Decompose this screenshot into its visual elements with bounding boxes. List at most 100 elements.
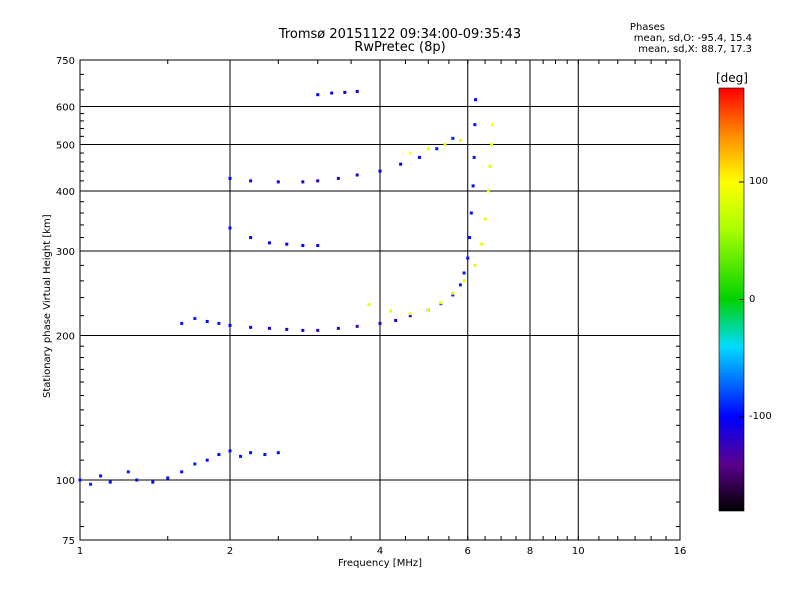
data-point	[180, 321, 184, 325]
data-point	[466, 256, 470, 260]
data-point	[443, 143, 447, 147]
data-point	[330, 91, 334, 95]
data-point	[490, 123, 494, 127]
data-point	[473, 263, 477, 267]
colorbar-tick-label: 0	[749, 293, 756, 305]
data-point	[276, 451, 280, 455]
data-point	[343, 90, 347, 94]
data-point	[378, 169, 382, 173]
data-point	[355, 89, 359, 93]
data-point	[316, 179, 320, 183]
data-point	[89, 482, 93, 486]
data-point	[473, 123, 477, 127]
data-point	[408, 314, 412, 318]
data-point	[336, 176, 340, 180]
data-point	[458, 283, 462, 287]
data-point	[458, 138, 462, 142]
data-point	[276, 180, 280, 184]
data-point	[316, 244, 320, 248]
data-point	[468, 236, 472, 240]
data-point	[389, 309, 393, 313]
data-point	[462, 279, 466, 283]
data-point	[417, 155, 421, 159]
data-point	[228, 449, 232, 453]
data-point	[267, 241, 271, 245]
data-point	[301, 180, 305, 184]
phases-x-stats: mean, sd,X: 88.7, 17.3	[638, 44, 752, 55]
data-point	[193, 317, 197, 321]
y-tick-label: 750	[56, 56, 75, 67]
data-point	[267, 326, 271, 330]
data-point	[355, 324, 359, 328]
y-tick-label: 100	[56, 476, 75, 487]
data-point	[99, 474, 103, 478]
data-point	[355, 173, 359, 177]
data-point	[249, 325, 253, 329]
y-tick-label: 400	[56, 187, 75, 198]
data-point	[408, 312, 412, 316]
data-point	[451, 291, 455, 295]
x-tick-label: 16	[674, 546, 687, 557]
x-tick-label: 10	[572, 546, 585, 557]
data-point	[451, 136, 455, 140]
data-point	[435, 147, 439, 151]
data-point	[285, 327, 289, 331]
data-point	[488, 164, 492, 168]
x-axis-label: Frequency [MHz]	[337, 558, 423, 569]
chart-subtitle: RwPretec (8p)	[354, 40, 446, 55]
data-point	[490, 143, 494, 147]
data-point	[285, 242, 289, 246]
x-tick-label: 1	[77, 546, 83, 557]
data-point	[316, 93, 320, 97]
data-point	[408, 151, 412, 155]
data-point	[217, 321, 221, 325]
y-tick-label: 500	[56, 141, 75, 152]
data-point	[135, 478, 139, 482]
data-point	[249, 179, 253, 183]
x-tick-label: 6	[465, 546, 471, 557]
y-tick-label: 300	[56, 247, 75, 258]
data-point	[486, 189, 490, 193]
data-point	[108, 480, 112, 484]
phases-o-stats: mean, sd,O: -95.4, 15.4	[633, 33, 752, 44]
data-point	[217, 453, 221, 457]
data-point	[451, 293, 455, 297]
data-point	[78, 478, 82, 482]
data-point	[249, 236, 253, 240]
x-tick-label: 4	[377, 546, 383, 557]
data-point	[126, 470, 130, 474]
data-point	[336, 326, 340, 330]
data-point	[205, 458, 209, 462]
data-point	[239, 454, 243, 458]
y-tick-label: 75	[62, 536, 75, 547]
data-point	[249, 451, 253, 455]
data-point	[474, 98, 478, 102]
data-point	[151, 480, 155, 484]
data-point	[483, 217, 487, 221]
data-point	[471, 184, 475, 188]
data-point	[166, 476, 170, 480]
data-point	[462, 271, 466, 275]
data-point	[367, 303, 371, 307]
colorbar-tick-label: -100	[749, 411, 772, 422]
data-point	[378, 321, 382, 325]
data-point	[193, 462, 197, 466]
data-point	[301, 244, 305, 248]
colorbar-unit: [deg]	[716, 71, 748, 85]
data-point	[228, 176, 232, 180]
data-point	[316, 328, 320, 332]
x-tick-label: 2	[227, 546, 233, 557]
y-tick-label: 600	[56, 103, 75, 114]
data-point	[480, 242, 484, 246]
x-tick-label: 8	[527, 546, 533, 557]
data-point	[228, 323, 232, 327]
chart-title: Tromsø 20151122 09:34:00-09:35:43	[278, 27, 522, 42]
data-point	[399, 162, 403, 166]
data-point	[263, 453, 267, 457]
colorbar-tick-label: 100	[749, 176, 769, 187]
y-axis-label: Stationary phase Virtual Height [km]	[42, 214, 53, 398]
data-point	[394, 318, 398, 322]
data-point	[426, 308, 430, 312]
data-point	[469, 211, 473, 215]
